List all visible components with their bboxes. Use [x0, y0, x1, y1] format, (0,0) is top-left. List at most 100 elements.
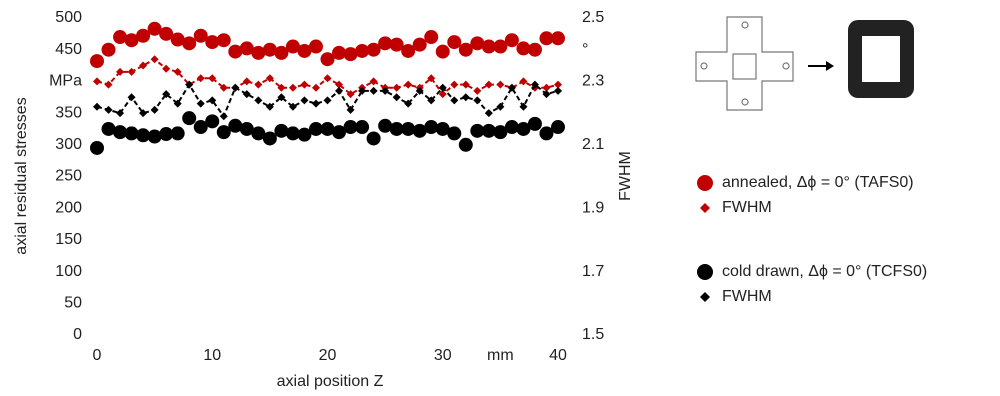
fwhm-point	[243, 90, 251, 98]
y-axis-label: axial residual stresses	[13, 97, 30, 254]
x-tick-label: 10	[203, 347, 221, 364]
fwhm-point	[151, 55, 159, 63]
fwhm-point	[151, 106, 159, 114]
fwhm-point	[300, 96, 308, 104]
y-tick-label: 200	[55, 199, 82, 216]
data-point	[217, 33, 231, 47]
x-tick-label: 20	[319, 347, 337, 364]
x-tick-label: 30	[434, 347, 452, 364]
legend-marker	[700, 203, 710, 213]
legend-marker	[697, 175, 713, 191]
specimen-icon	[696, 17, 793, 110]
fwhm-point	[473, 96, 481, 104]
fwhm-point	[450, 96, 458, 104]
y-tick-label: MPa	[49, 73, 82, 90]
fwhm-point	[462, 93, 470, 101]
data-point	[102, 43, 116, 57]
data-point	[551, 120, 565, 134]
fwhm-point	[105, 81, 113, 89]
fwhm-point	[324, 96, 332, 104]
fwhm-point	[393, 93, 401, 101]
fwhm-point	[128, 93, 136, 101]
data-point	[148, 130, 162, 144]
fwhm-point	[450, 81, 458, 89]
data-point	[436, 45, 450, 59]
fwhm-point	[485, 109, 493, 117]
fwhm-point	[496, 81, 504, 89]
cross-section-icon	[848, 20, 914, 98]
fwhm-point	[300, 81, 308, 89]
y-tick-label: 0	[73, 326, 82, 343]
fwhm-point	[220, 112, 228, 120]
fwhm-point	[254, 81, 262, 89]
y-tick-label: 500	[55, 9, 82, 26]
data-point	[528, 43, 542, 57]
fwhm-point	[312, 84, 320, 92]
y2-tick-label: 1.7	[582, 263, 604, 280]
fwhm-point	[254, 96, 262, 104]
data-point	[274, 124, 288, 138]
x-tick-label: mm	[487, 347, 514, 364]
fwhm-point	[312, 100, 320, 108]
y-tick-label: 250	[55, 168, 82, 185]
fwhm-point	[393, 84, 401, 92]
data-point	[367, 131, 381, 145]
y2-tick-label: 2.1	[582, 136, 604, 153]
data-point	[182, 111, 196, 125]
legend-label: annealed, Δϕ = 0° (TAFS0)	[722, 174, 914, 191]
data-point	[551, 31, 565, 45]
fwhm-point	[485, 81, 493, 89]
data-point	[263, 131, 277, 145]
arrow-icon	[808, 61, 834, 71]
fwhm-point	[162, 65, 170, 73]
data-point	[447, 126, 461, 140]
fwhm-point	[519, 77, 527, 85]
legend-label: FWHM	[722, 199, 772, 216]
data-point	[309, 40, 323, 54]
legend-label: cold drawn, Δϕ = 0° (TCFS0)	[722, 263, 927, 280]
data-point	[459, 138, 473, 152]
y2-tick-label: 2.5	[582, 9, 604, 26]
fwhm-point	[473, 87, 481, 95]
fwhm-point	[462, 81, 470, 89]
y-tick-label: 300	[55, 136, 82, 153]
y-tick-label: 350	[55, 104, 82, 121]
data-point	[355, 120, 369, 134]
fwhm-point	[404, 81, 412, 89]
data-point	[413, 38, 427, 52]
fwhm-point	[324, 74, 332, 82]
y2-tick-label: 1.9	[582, 199, 604, 216]
fwhm-point	[93, 77, 101, 85]
legend-label: FWHM	[722, 288, 772, 305]
y2-axis-label: FWHM	[617, 151, 634, 201]
fwhm-point	[128, 68, 136, 76]
fwhm-point	[370, 87, 378, 95]
y2-tick-label: °	[582, 41, 588, 58]
fwhm-point	[231, 84, 239, 92]
fwhm-point	[554, 87, 562, 95]
legend-marker	[700, 292, 710, 302]
fwhm-point	[105, 106, 113, 114]
data-point	[447, 35, 461, 49]
fwhm-point	[289, 84, 297, 92]
y-tick-label: 150	[55, 231, 82, 248]
data-point	[205, 114, 219, 128]
y2-tick-label: 1.5	[582, 326, 604, 343]
data-point	[171, 126, 185, 140]
x-tick-label: 0	[93, 347, 102, 364]
data-point	[182, 36, 196, 50]
data-point	[90, 54, 104, 68]
y-tick-label: 50	[64, 295, 82, 312]
fwhm-point	[197, 100, 205, 108]
data-point	[424, 30, 438, 44]
fwhm-point	[93, 103, 101, 111]
fwhm-point	[197, 74, 205, 82]
y2-tick-label: 2.3	[582, 73, 604, 90]
legend-marker	[697, 264, 713, 280]
x-tick-label: 40	[549, 347, 567, 364]
chart: axial residual stresses FWHM axial posit…	[0, 0, 1000, 396]
fwhm-point	[243, 77, 251, 85]
y-tick-label: 450	[55, 41, 82, 58]
fwhm-point	[370, 77, 378, 85]
y-tick-label: 100	[55, 263, 82, 280]
